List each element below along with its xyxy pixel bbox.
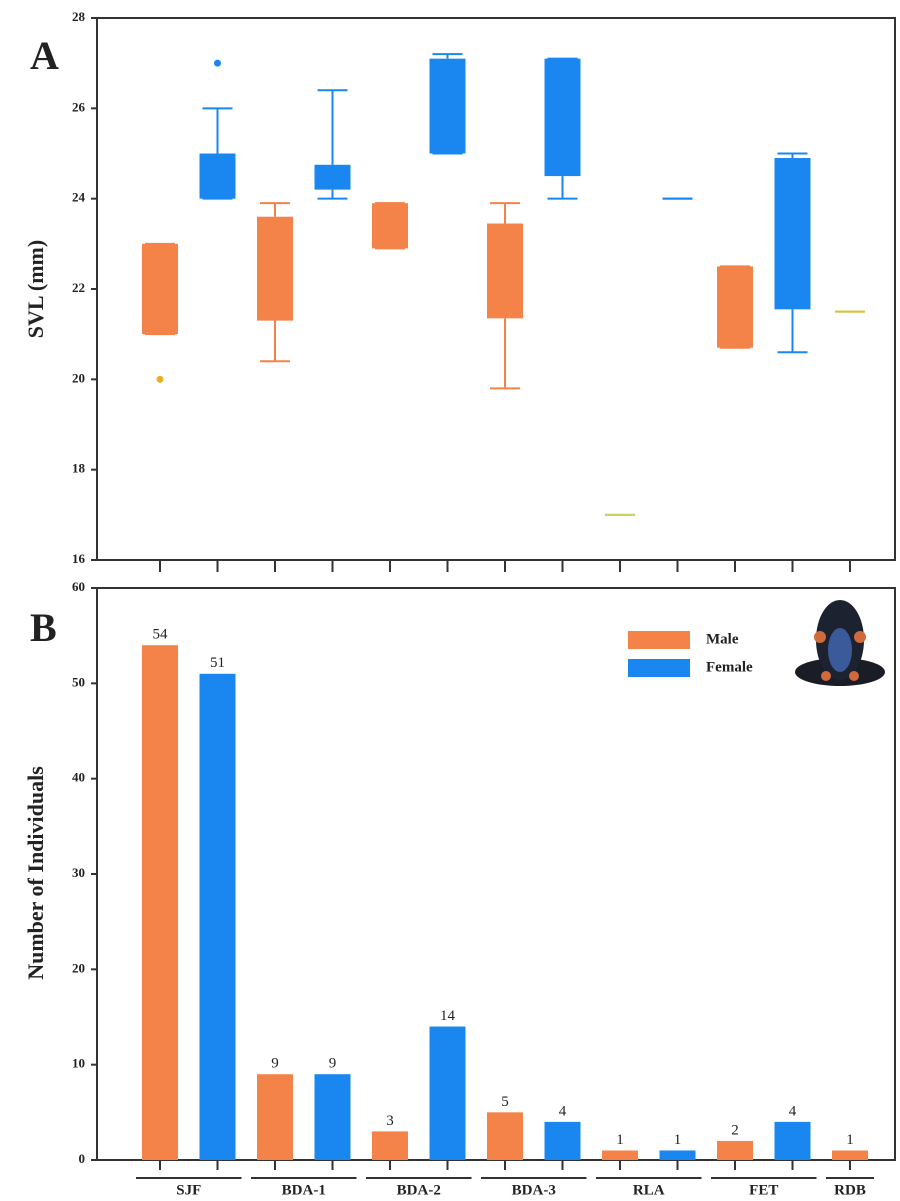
value-label: 1 xyxy=(674,1132,682,1148)
y-tick-label: 10 xyxy=(72,1056,85,1071)
x-tick-label: FET xyxy=(749,1182,778,1198)
box xyxy=(544,58,581,177)
y-tick-label: 60 xyxy=(72,579,85,594)
x-tick-label: BDA-1 xyxy=(282,1182,326,1198)
y-tick-label: 26 xyxy=(72,99,86,114)
legend-swatch xyxy=(628,659,690,677)
legend-swatch xyxy=(628,631,690,649)
outlier xyxy=(156,375,164,383)
y-axis-title: Number of Individuals xyxy=(23,766,48,980)
y-tick-label: 28 xyxy=(72,9,86,24)
value-label: 2 xyxy=(731,1122,739,1138)
x-tick-label: RLA xyxy=(633,1182,665,1198)
value-label: 4 xyxy=(559,1103,567,1119)
frog-icon xyxy=(795,600,885,686)
box xyxy=(257,216,293,321)
box xyxy=(314,164,351,190)
y-tick-label: 40 xyxy=(72,770,85,785)
bar xyxy=(544,1121,581,1160)
y-tick-label: 20 xyxy=(72,960,85,975)
box xyxy=(429,58,466,154)
panel-label: B xyxy=(30,605,57,650)
outlier xyxy=(214,59,221,67)
value-label: 9 xyxy=(271,1056,279,1072)
box xyxy=(774,158,811,310)
value-label: 1 xyxy=(846,1132,854,1148)
y-tick-label: 22 xyxy=(72,280,85,295)
bar xyxy=(372,1131,408,1160)
bar xyxy=(659,1150,696,1160)
x-tick-label: SJF xyxy=(176,1182,201,1198)
value-label: 9 xyxy=(329,1056,337,1072)
bar xyxy=(314,1074,351,1160)
legend-label: Male xyxy=(706,631,739,647)
bar xyxy=(142,645,178,1160)
bar xyxy=(832,1150,868,1160)
box xyxy=(142,243,178,335)
bar xyxy=(199,673,236,1160)
box xyxy=(372,203,408,249)
y-axis-title: SVL (mm) xyxy=(23,240,48,338)
x-tick-label: RDB xyxy=(834,1182,866,1198)
x-tick-label: BDA-3 xyxy=(512,1182,556,1198)
y-tick-label: 20 xyxy=(72,370,85,385)
bar xyxy=(487,1112,523,1160)
bar xyxy=(717,1140,753,1160)
box xyxy=(717,266,753,348)
y-tick-label: 30 xyxy=(72,865,85,880)
box xyxy=(487,223,523,319)
value-label: 14 xyxy=(440,1008,456,1024)
y-tick-label: 24 xyxy=(72,190,86,205)
value-label: 54 xyxy=(153,627,169,643)
value-label: 4 xyxy=(789,1103,797,1119)
panel-label: A xyxy=(30,33,59,78)
y-tick-label: 50 xyxy=(72,674,85,689)
bar xyxy=(774,1121,811,1160)
value-label: 1 xyxy=(616,1132,624,1148)
bar xyxy=(429,1026,466,1160)
y-tick-label: 0 xyxy=(79,1151,86,1166)
box xyxy=(199,153,236,199)
y-tick-label: 16 xyxy=(72,551,86,566)
bar xyxy=(257,1074,293,1160)
value-label: 3 xyxy=(386,1113,394,1129)
bar xyxy=(602,1150,638,1160)
value-label: 5 xyxy=(501,1094,509,1110)
legend-label: Female xyxy=(706,659,753,675)
y-tick-label: 18 xyxy=(72,461,86,476)
value-label: 51 xyxy=(210,655,225,671)
x-tick-label: BDA-2 xyxy=(397,1182,441,1198)
